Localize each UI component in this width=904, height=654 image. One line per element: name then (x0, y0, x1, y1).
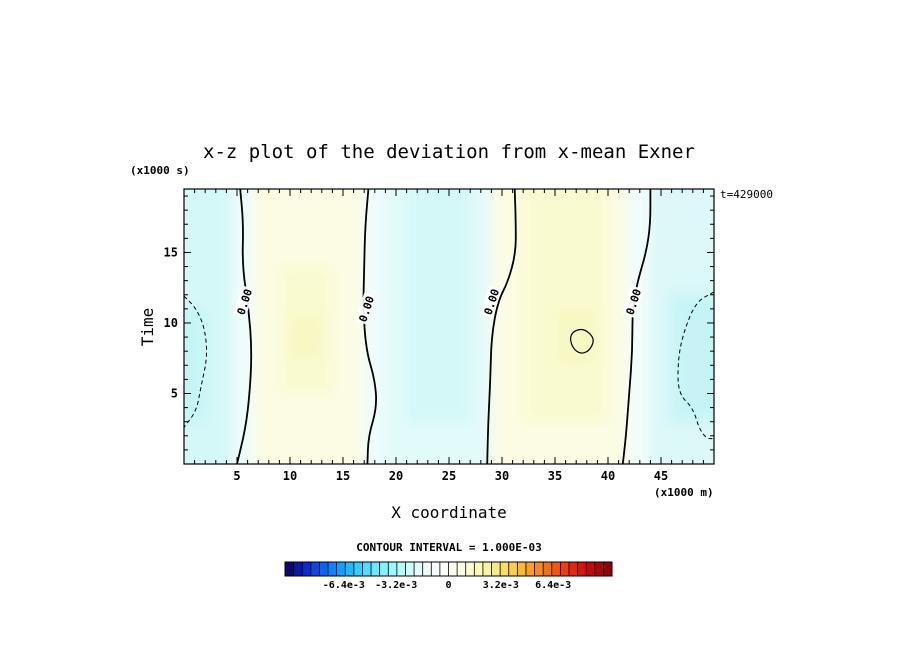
y-axis-label: Time (138, 308, 157, 347)
colorbar-cell-34 (577, 562, 587, 576)
shade-region-5 (364, 189, 386, 464)
colorbar-cell-21 (465, 562, 475, 576)
colorbar-cell-9 (362, 562, 372, 576)
colorbar-cell-28 (525, 562, 535, 576)
colorbar-cell-33 (568, 562, 578, 576)
colorbar-cell-8 (353, 562, 363, 576)
colorbar-cell-15 (414, 562, 423, 576)
colorbar-cell-14 (405, 562, 415, 576)
colorbar-cell-16 (422, 562, 432, 576)
contour-lines (184, 189, 714, 464)
x-tick-label: 40 (601, 469, 615, 483)
zero-contour-1 (362, 189, 377, 464)
x-axis-label: X coordinate (391, 503, 507, 522)
colorbar-cell-10 (371, 562, 380, 576)
colorbar-cell-35 (586, 562, 596, 576)
x-tick-label: 45 (654, 469, 668, 483)
colorbar-cell-27 (517, 562, 527, 576)
y-tick-label: 15 (164, 245, 178, 259)
colorbar-cell-23 (482, 562, 492, 576)
colorbar-cell-25 (500, 562, 510, 576)
colorbar-cell-22 (474, 562, 484, 576)
colorbar-cell-1 (293, 562, 303, 576)
colorbar-cell-6 (336, 562, 346, 576)
shade-region-13 (671, 294, 714, 422)
contour-label-bg (622, 285, 644, 318)
x-unit-label: (x1000 m) (654, 486, 714, 499)
contour-interval-label: CONTOUR INTERVAL = 1.000E-03 (356, 541, 541, 554)
colorbar-cell-2 (302, 562, 312, 576)
colorbar-cell-0 (285, 562, 294, 576)
colorbar-cell-3 (310, 562, 320, 576)
x-tick-label: 10 (283, 469, 297, 483)
x-tick-label: 15 (336, 469, 350, 483)
zero-contour-2 (486, 189, 517, 464)
colorbar-cell-29 (534, 562, 544, 576)
colorbar-label: 0 (445, 580, 451, 591)
colorbar-cell-12 (388, 562, 398, 576)
colorbar-label: -6.4e-3 (323, 580, 365, 591)
zero-contour-0 (236, 189, 253, 464)
colorbar-frame (284, 561, 613, 577)
x-tick-label: 35 (548, 469, 562, 483)
colorbar-cell-24 (491, 562, 501, 576)
y-unit-label: (x1000 s) (130, 164, 190, 177)
colorbar: -6.4e-3 -3.2e-3 0 3.2e-3 6.4e-3 (284, 561, 613, 591)
x-tick-label: 5 (233, 469, 240, 483)
colorbar-cell-20 (457, 562, 467, 576)
colorbar-cell-31 (551, 562, 561, 576)
axis-ticks: 5 10 15 20 25 30 35 40 45 5 10 15 (164, 189, 714, 483)
negative-contour-0 (184, 295, 208, 428)
colorbar-cell-5 (328, 562, 337, 576)
closed-contour-0 (570, 328, 594, 354)
shade-region-10 (555, 308, 598, 366)
shade-region-7 (406, 189, 471, 422)
contour-label-bg (480, 285, 502, 318)
colorbar-cell-19 (448, 562, 458, 576)
contour-label-bg (355, 292, 377, 325)
colorbar-cell-26 (508, 562, 518, 576)
colorbar-cell-17 (431, 562, 441, 576)
colorbar-cell-13 (396, 562, 406, 576)
x-tick-label: 30 (495, 469, 509, 483)
y-tick-label: 10 (164, 316, 178, 330)
time-label: t=429000 (720, 188, 773, 201)
colorbar-cell-30 (543, 562, 553, 576)
colorbar-label: 6.4e-3 (535, 580, 571, 591)
colorbar-cell-36 (594, 562, 604, 576)
colorbar-cell-7 (345, 562, 355, 576)
colorbar-cell-18 (439, 562, 449, 576)
colorbar-label: 3.2e-3 (483, 580, 519, 591)
colorbar-cell-37 (603, 562, 613, 576)
chart-title: x-z plot of the deviation from x-mean Ex… (203, 141, 695, 163)
colorbar-cell-4 (319, 562, 329, 576)
shade-region-4 (290, 315, 322, 359)
colorbar-cell-32 (560, 562, 570, 576)
shade-region-1 (231, 189, 253, 464)
x-tick-label: 20 (389, 469, 403, 483)
contour-label-bg (233, 285, 255, 318)
colorbar-cell-11 (379, 562, 389, 576)
x-tick-label: 25 (442, 469, 456, 483)
shaded-field (184, 189, 714, 464)
shade-region-9 (523, 189, 608, 422)
colorbar-label: -3.2e-3 (375, 580, 417, 591)
y-tick-label: 5 (171, 386, 178, 400)
